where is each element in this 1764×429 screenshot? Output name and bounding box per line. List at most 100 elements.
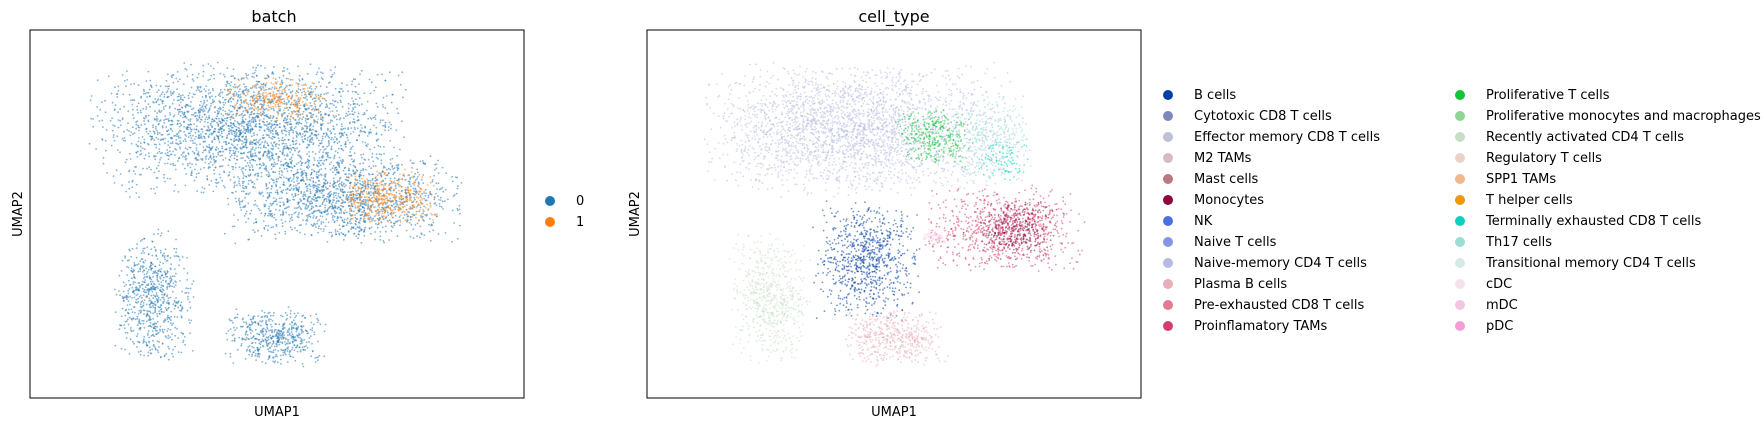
point [267,126,270,129]
point [393,180,396,182]
point [192,139,194,142]
point [180,124,183,127]
point [253,104,255,107]
point [179,98,182,100]
point [271,129,274,132]
point [148,346,151,349]
point [333,104,335,107]
point [192,114,195,116]
point [252,72,254,75]
point [309,116,312,119]
point [387,214,390,217]
point [286,98,289,101]
point [237,106,240,109]
point [295,184,297,187]
point [253,85,256,88]
point [297,206,300,209]
point [230,88,233,91]
point [240,139,242,142]
point [218,128,221,131]
point [260,192,262,195]
point [358,208,361,211]
point [367,201,369,204]
point [365,109,368,112]
point [284,86,287,89]
point [145,114,147,117]
point [202,70,205,73]
point [136,120,139,122]
point [219,120,222,123]
point [178,104,181,107]
point [373,206,375,208]
point [244,132,246,135]
point [192,93,195,95]
point [332,219,334,221]
point [177,160,179,162]
point [363,196,366,199]
point [222,106,225,109]
point [196,114,199,117]
point [122,139,125,142]
point [360,195,363,198]
point [376,200,379,203]
point [373,89,376,92]
point [375,209,378,212]
point [161,293,163,296]
point [251,100,254,102]
point [328,163,331,166]
point [164,115,167,118]
point [203,101,206,104]
point [286,114,289,117]
point [369,92,372,95]
point [145,116,147,118]
point [163,96,166,98]
point [265,88,267,91]
point [198,154,200,157]
point [413,184,416,187]
point [179,101,182,104]
point [420,232,423,235]
point [152,188,155,190]
point [204,121,206,123]
point [224,113,227,115]
point [219,154,222,157]
point [361,211,363,214]
point [303,84,305,86]
point [348,173,350,175]
point [403,189,406,191]
point [243,129,246,131]
point [153,246,156,249]
point [352,199,355,202]
point [158,103,161,106]
point [276,117,279,120]
point [315,217,317,220]
point [457,237,459,240]
point [384,126,387,129]
point [258,129,261,132]
point [161,91,164,94]
point [173,315,176,318]
point [184,115,187,118]
point [177,113,180,115]
point [353,111,356,114]
point [246,126,249,128]
point [254,101,257,104]
point [210,102,213,105]
point [309,179,312,182]
point [195,117,198,120]
point [368,212,370,215]
point [255,107,258,110]
point [104,99,106,102]
point [396,235,399,238]
point [121,259,124,262]
point [148,155,151,158]
point [121,137,124,140]
point [328,142,331,145]
point [281,222,284,225]
point [365,183,367,186]
point [327,139,330,142]
point [250,179,252,182]
point [207,125,210,127]
point [373,196,376,199]
point [242,110,245,113]
